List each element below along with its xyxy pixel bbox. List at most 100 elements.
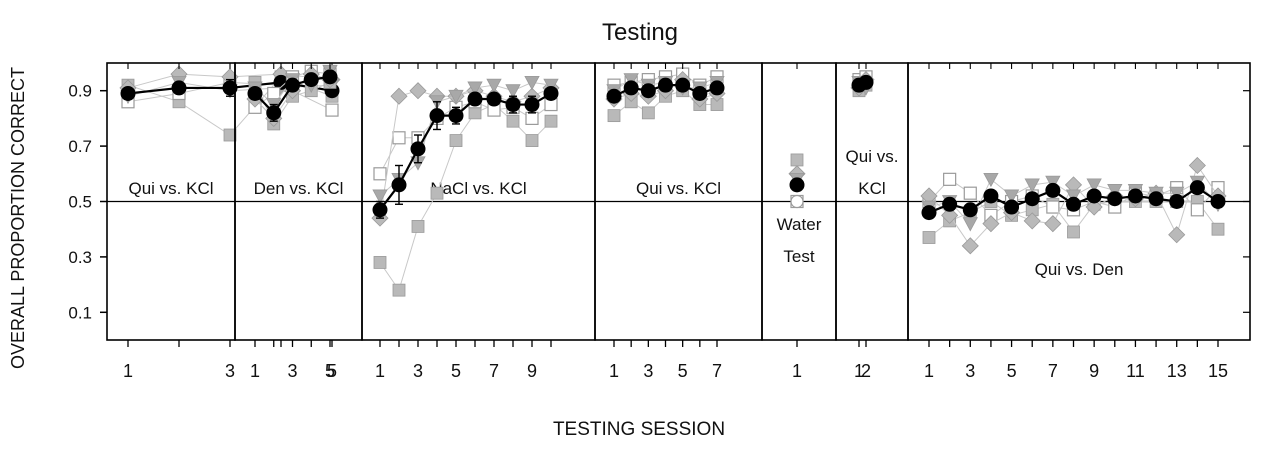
individual-point bbox=[1107, 184, 1123, 199]
individual-point bbox=[641, 106, 655, 120]
individual-point bbox=[506, 114, 520, 128]
mean-point bbox=[391, 177, 407, 193]
y-axis-label: OVERALL PROPORTION CORRECT bbox=[8, 67, 28, 369]
mean-point bbox=[606, 88, 622, 104]
mean-point bbox=[858, 74, 874, 90]
x-tick-label: 1 bbox=[924, 361, 934, 381]
individual-point bbox=[962, 217, 978, 232]
x-tick-label: 7 bbox=[1048, 361, 1058, 381]
x-tick-label: 2 bbox=[861, 361, 871, 381]
panel-label: Qui vs. bbox=[846, 147, 899, 166]
mean-point bbox=[921, 205, 937, 221]
mean-point bbox=[623, 80, 639, 96]
y-tick-label: 0.7 bbox=[68, 137, 92, 156]
individual-point bbox=[392, 283, 406, 297]
individual-line bbox=[379, 103, 552, 292]
individual-line bbox=[379, 81, 552, 197]
panel-label-line2: Test bbox=[783, 247, 814, 266]
individual-point bbox=[983, 172, 999, 188]
panel-label: Den vs. KCl bbox=[254, 179, 344, 198]
x-tick-label: 1 bbox=[609, 361, 619, 381]
x-tick-label: 5 bbox=[678, 361, 688, 381]
individual-point bbox=[1046, 200, 1060, 214]
mean-point bbox=[222, 80, 238, 96]
individual-point bbox=[486, 78, 502, 94]
mean-point bbox=[1086, 188, 1102, 204]
individual-point bbox=[963, 186, 977, 200]
individual-point bbox=[922, 231, 936, 244]
mean-point bbox=[322, 69, 338, 85]
panel-label: Water bbox=[777, 215, 822, 234]
x-tick-label: 7 bbox=[489, 361, 499, 381]
mean-point bbox=[467, 91, 483, 107]
individual-point bbox=[961, 237, 979, 255]
panel-3: NaCl vs. KCl 1 3 5 7 9 bbox=[361, 62, 596, 381]
panel-label-line2: KCl bbox=[858, 179, 885, 198]
mean-point bbox=[692, 85, 708, 101]
mean-point bbox=[486, 91, 502, 107]
individual-point bbox=[1023, 212, 1041, 230]
individual-line bbox=[379, 101, 552, 175]
individual-point bbox=[1024, 178, 1040, 193]
x-tick-label: 1 bbox=[854, 361, 864, 381]
chart-title: Testing bbox=[602, 19, 678, 46]
x-tick-label: 5 bbox=[325, 361, 335, 381]
x-tick-label: 9 bbox=[527, 361, 537, 381]
individual-point bbox=[1045, 175, 1061, 190]
mean-point bbox=[273, 74, 289, 90]
x-tick-label: 3 bbox=[287, 361, 297, 381]
mean-point bbox=[543, 85, 559, 101]
mean-point bbox=[303, 72, 319, 88]
mean-point bbox=[942, 196, 958, 212]
individual-point bbox=[505, 84, 521, 99]
individual-point bbox=[411, 220, 425, 233]
individual-point bbox=[392, 131, 406, 145]
mean-point bbox=[1169, 194, 1185, 209]
individual-point bbox=[943, 172, 957, 186]
mean-point bbox=[983, 188, 999, 204]
x-tick-label: 3 bbox=[413, 361, 423, 381]
individual-point bbox=[430, 186, 444, 200]
individual-line bbox=[379, 87, 552, 219]
individual-point bbox=[544, 114, 558, 128]
mean-point bbox=[266, 105, 282, 121]
x-tick-label: 13 bbox=[1167, 361, 1187, 381]
x-tick-label: 1 bbox=[792, 361, 802, 381]
x-tick-label: 1 bbox=[123, 361, 133, 381]
mean-point bbox=[448, 108, 464, 124]
mean-point bbox=[372, 202, 388, 218]
mean-point bbox=[962, 202, 978, 218]
mean-point bbox=[675, 77, 691, 93]
individual-point bbox=[267, 86, 281, 101]
mean-point bbox=[1127, 188, 1143, 204]
panel-2: Den vs. KCl 1 3 5 bbox=[234, 62, 363, 381]
individual-point bbox=[468, 106, 482, 120]
individual-point bbox=[448, 89, 464, 105]
panel-6: Qui vs. KCl 12 bbox=[835, 62, 909, 381]
individual-point bbox=[623, 73, 639, 88]
individual-point bbox=[1211, 222, 1225, 236]
mean-point bbox=[524, 97, 540, 113]
mean-point bbox=[1148, 191, 1164, 207]
individual-point bbox=[525, 134, 539, 147]
mean-point bbox=[285, 77, 300, 93]
individual-point bbox=[607, 109, 621, 123]
x-tick-label: 3 bbox=[225, 361, 235, 381]
mean-point bbox=[429, 108, 445, 124]
individual-point bbox=[390, 87, 408, 105]
x-axis-label: TESTING SESSION bbox=[553, 419, 725, 440]
y-tick-label: 0.3 bbox=[68, 248, 92, 267]
x-tick-label: 15 bbox=[1208, 361, 1228, 381]
individual-point bbox=[1085, 198, 1103, 216]
mean-point bbox=[1107, 191, 1123, 207]
mean-point bbox=[789, 177, 805, 193]
mean-point bbox=[640, 83, 656, 99]
individual-point bbox=[325, 103, 339, 117]
individual-point bbox=[467, 81, 483, 96]
mean-point bbox=[1045, 182, 1061, 198]
individual-point bbox=[524, 75, 540, 91]
x-tick-label: 11 bbox=[1126, 361, 1145, 381]
individual-point bbox=[409, 82, 427, 100]
